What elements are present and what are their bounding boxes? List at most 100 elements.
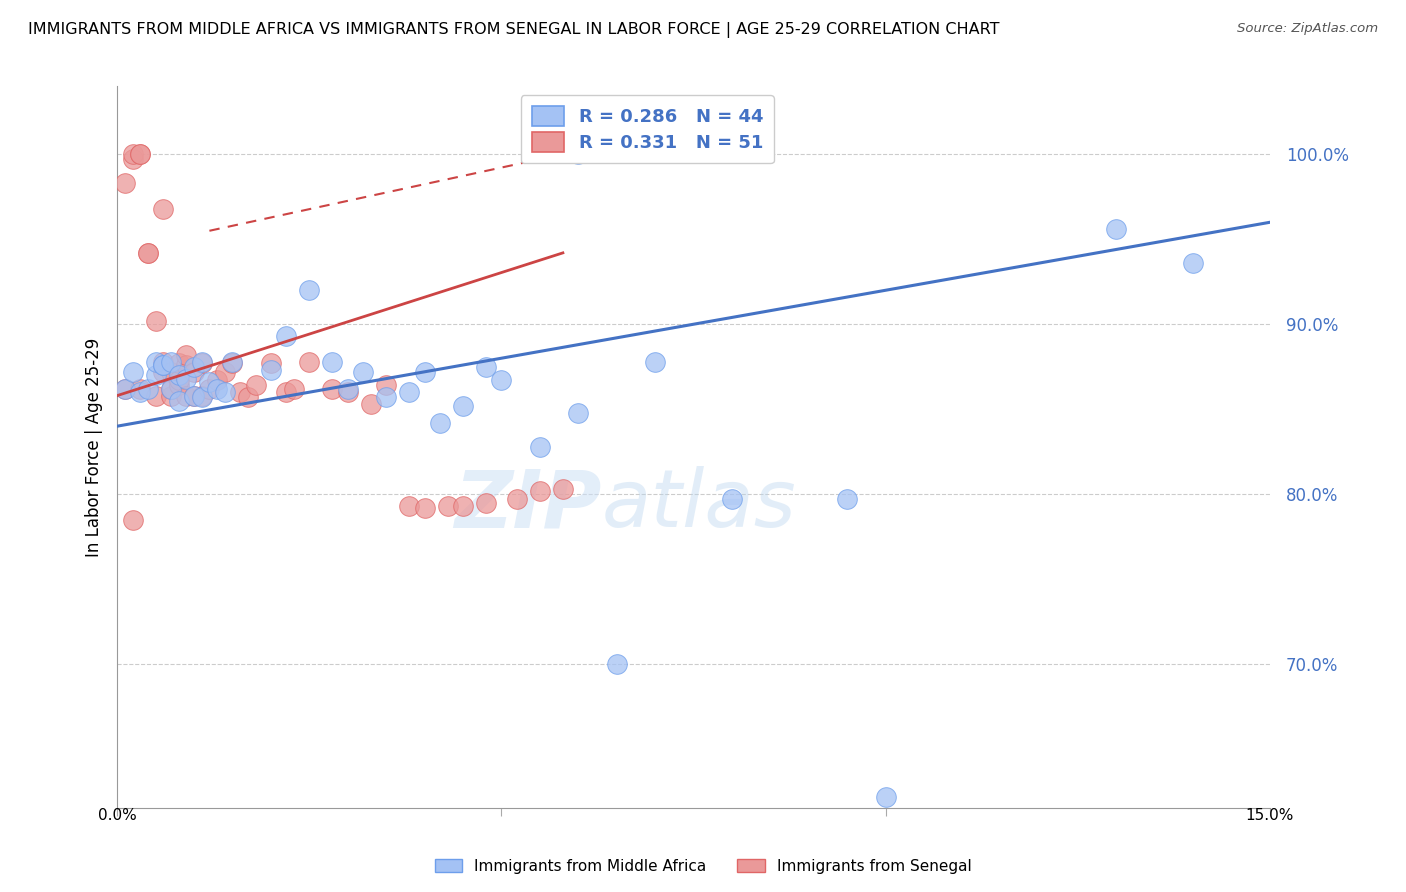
Point bbox=[160, 354, 183, 368]
Point bbox=[551, 482, 574, 496]
Point bbox=[321, 382, 343, 396]
Point bbox=[167, 378, 190, 392]
Point bbox=[283, 382, 305, 396]
Point bbox=[183, 388, 205, 402]
Point bbox=[336, 385, 359, 400]
Point bbox=[205, 382, 228, 396]
Point bbox=[260, 363, 283, 377]
Point bbox=[190, 356, 212, 370]
Text: ZIP: ZIP bbox=[454, 467, 602, 544]
Point bbox=[136, 245, 159, 260]
Point bbox=[145, 368, 167, 383]
Point bbox=[136, 382, 159, 396]
Point bbox=[1105, 222, 1128, 236]
Point bbox=[721, 492, 744, 507]
Point bbox=[136, 245, 159, 260]
Point bbox=[214, 365, 236, 379]
Point bbox=[221, 354, 243, 368]
Point bbox=[114, 382, 136, 396]
Point bbox=[121, 153, 143, 167]
Text: atlas: atlas bbox=[602, 467, 796, 544]
Point bbox=[176, 348, 198, 362]
Point bbox=[190, 388, 212, 402]
Point bbox=[475, 359, 498, 374]
Point bbox=[176, 388, 198, 402]
Point bbox=[145, 354, 167, 368]
Point bbox=[121, 513, 143, 527]
Point bbox=[436, 499, 458, 513]
Point bbox=[176, 358, 198, 372]
Text: Source: ZipAtlas.com: Source: ZipAtlas.com bbox=[1237, 22, 1378, 36]
Point bbox=[183, 359, 205, 374]
Point bbox=[336, 382, 359, 396]
Point bbox=[190, 354, 212, 368]
Point bbox=[121, 147, 143, 161]
Point bbox=[529, 440, 551, 454]
Legend: Immigrants from Middle Africa, Immigrants from Senegal: Immigrants from Middle Africa, Immigrant… bbox=[429, 853, 977, 880]
Point bbox=[491, 373, 513, 387]
Point bbox=[167, 368, 190, 383]
Point bbox=[214, 385, 236, 400]
Point bbox=[451, 399, 474, 413]
Point bbox=[875, 789, 897, 804]
Point bbox=[375, 378, 398, 392]
Point bbox=[114, 176, 136, 190]
Point bbox=[129, 385, 152, 400]
Point bbox=[321, 354, 343, 368]
Point bbox=[1182, 256, 1205, 270]
Point bbox=[176, 371, 198, 385]
Point bbox=[160, 382, 183, 396]
Point bbox=[567, 147, 589, 161]
Point bbox=[506, 492, 529, 507]
Point bbox=[298, 283, 321, 297]
Point bbox=[198, 375, 221, 389]
Point bbox=[229, 385, 252, 400]
Point bbox=[429, 416, 451, 430]
Point bbox=[121, 365, 143, 379]
Point bbox=[413, 365, 436, 379]
Point bbox=[152, 354, 174, 368]
Point bbox=[644, 354, 666, 368]
Point bbox=[160, 388, 183, 402]
Point bbox=[276, 385, 298, 400]
Point bbox=[152, 358, 174, 372]
Point bbox=[606, 657, 628, 671]
Legend: R = 0.286   N = 44, R = 0.331   N = 51: R = 0.286 N = 44, R = 0.331 N = 51 bbox=[520, 95, 773, 163]
Point bbox=[221, 356, 243, 370]
Point bbox=[413, 500, 436, 515]
Text: IMMIGRANTS FROM MIDDLE AFRICA VS IMMIGRANTS FROM SENEGAL IN LABOR FORCE | AGE 25: IMMIGRANTS FROM MIDDLE AFRICA VS IMMIGRA… bbox=[28, 22, 1000, 38]
Point bbox=[451, 499, 474, 513]
Point bbox=[129, 382, 152, 396]
Point bbox=[152, 202, 174, 216]
Point bbox=[837, 492, 859, 507]
Point bbox=[529, 483, 551, 498]
Point bbox=[145, 388, 167, 402]
Point bbox=[236, 390, 259, 404]
Point bbox=[152, 358, 174, 372]
Point bbox=[190, 390, 212, 404]
Text: 15.0%: 15.0% bbox=[1246, 808, 1294, 823]
Text: 0.0%: 0.0% bbox=[98, 808, 136, 823]
Point bbox=[398, 499, 420, 513]
Point bbox=[260, 356, 283, 370]
Point bbox=[183, 388, 205, 402]
Point bbox=[205, 373, 228, 387]
Point bbox=[475, 495, 498, 509]
Point bbox=[152, 365, 174, 379]
Point bbox=[298, 354, 321, 368]
Point bbox=[352, 365, 374, 379]
Point bbox=[114, 382, 136, 396]
Point bbox=[129, 147, 152, 161]
Point bbox=[167, 373, 190, 387]
Point bbox=[276, 329, 298, 343]
Y-axis label: In Labor Force | Age 25-29: In Labor Force | Age 25-29 bbox=[86, 338, 103, 557]
Point bbox=[567, 406, 589, 420]
Point bbox=[145, 314, 167, 328]
Point bbox=[167, 356, 190, 370]
Point bbox=[245, 378, 267, 392]
Point bbox=[198, 382, 221, 396]
Point bbox=[160, 382, 183, 396]
Point bbox=[398, 385, 420, 400]
Point bbox=[360, 397, 382, 411]
Point bbox=[183, 365, 205, 379]
